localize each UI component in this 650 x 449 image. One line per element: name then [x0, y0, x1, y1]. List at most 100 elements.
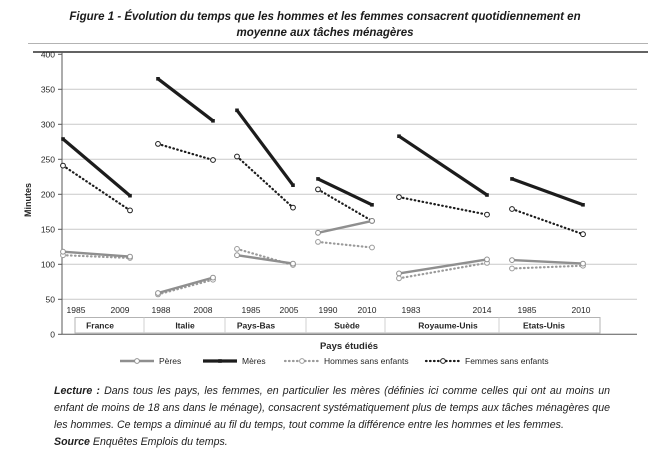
- series-marker-hommes_sans_enfants: [396, 275, 402, 282]
- y-tick-label: 100: [41, 259, 55, 269]
- series-marker-meres: [581, 203, 585, 207]
- series-marker-hommes_sans_enfants: [369, 244, 375, 251]
- year-label: 2008: [194, 305, 213, 315]
- series-marker-meres: [316, 177, 320, 181]
- series-line-peres-0: [62, 250, 131, 258]
- legend-label-peres: Pères: [159, 356, 181, 366]
- series-line-meres-4: [398, 134, 488, 197]
- series-marker-femmes_sans_enfants: [290, 204, 296, 211]
- country-label: Pays-Bas: [237, 321, 276, 331]
- series-marker-peres: [234, 252, 240, 259]
- series-marker-femmes_sans_enfants: [210, 157, 216, 163]
- series-marker-femmes_sans_enfants: [60, 162, 66, 169]
- series-marker-femmes_sans_enfants: [315, 186, 321, 193]
- year-label: 1988: [152, 305, 171, 315]
- series-marker-meres: [291, 183, 295, 187]
- series-line-hommes_sans_enfants-0: [61, 254, 132, 260]
- country-label: Royaume-Unis: [418, 321, 478, 331]
- series-marker-peres: [315, 229, 321, 236]
- series-marker-meres: [128, 193, 132, 198]
- year-label: 1985: [518, 305, 537, 315]
- year-label: 2010: [572, 305, 591, 315]
- figure-title-line2: moyenne aux tâches ménagères: [236, 27, 414, 39]
- series-marker-peres: [509, 257, 515, 264]
- lecture-text: Dans tous les pays, les femmes, en parti…: [54, 385, 610, 432]
- series-marker-femmes_sans_enfants: [509, 206, 515, 212]
- series-line-femmes_sans_enfants-5: [510, 207, 585, 236]
- source-text: Enquêtes Emplois du temps.: [92, 436, 228, 449]
- series-marker-meres: [397, 134, 401, 138]
- series-marker-femmes_sans_enfants: [396, 194, 402, 201]
- y-axis-title: Minutes: [23, 183, 33, 217]
- series-marker-hommes_sans_enfants: [509, 265, 515, 272]
- series-line-meres-3: [317, 177, 373, 207]
- figure-title: Figure 1 - Évolution du temps que les ho…: [0, 9, 650, 41]
- series-line-meres-2: [235, 109, 295, 187]
- year-label: 2010: [358, 305, 377, 315]
- series-line-femmes_sans_enfants-0: [61, 164, 132, 212]
- year-label: 2014: [473, 305, 492, 315]
- series-line-meres-5: [511, 177, 584, 207]
- series-marker-peres: [127, 253, 133, 260]
- y-tick-label: 0: [50, 329, 55, 339]
- series-marker-hommes_sans_enfants: [315, 239, 321, 245]
- legend-label-meres: Mères: [242, 356, 266, 366]
- legend-marker-meres: [218, 359, 222, 363]
- series-line-femmes_sans_enfants-1: [156, 142, 215, 162]
- series-line-peres-5: [511, 258, 584, 265]
- country-label: Etats-Unis: [523, 321, 565, 331]
- series-line-peres-4: [398, 258, 488, 275]
- series-line-femmes_sans_enfants-2: [235, 155, 295, 209]
- series-line-peres-1: [157, 276, 214, 295]
- series-marker-peres: [155, 290, 161, 296]
- series-marker-meres: [235, 108, 239, 113]
- series-line-peres-3: [317, 219, 373, 234]
- series-line-hommes_sans_enfants-3: [316, 240, 374, 249]
- series-line-meres-1: [157, 77, 214, 123]
- series-marker-hommes_sans_enfants: [234, 246, 240, 252]
- series-marker-meres: [61, 137, 65, 141]
- source-label: Source: [54, 436, 90, 449]
- year-label: 1985: [242, 305, 261, 315]
- series-marker-peres: [290, 260, 296, 267]
- series-line-hommes_sans_enfants-5: [510, 264, 585, 270]
- series-marker-peres: [484, 256, 490, 263]
- series-marker-peres: [396, 270, 402, 277]
- series-line-hommes_sans_enfants-1: [156, 278, 215, 296]
- y-tick-label: 250: [41, 154, 55, 164]
- figure-title-line1: Figure 1 - Évolution du temps que les ho…: [69, 11, 581, 23]
- y-tick-label: 50: [46, 294, 56, 304]
- series-marker-femmes_sans_enfants: [580, 231, 586, 238]
- y-tick-label: 300: [41, 119, 55, 129]
- year-label: 1985: [67, 305, 86, 315]
- x-axis-title: Pays étudiés: [320, 341, 378, 352]
- series-marker-meres: [156, 77, 160, 81]
- legend-marker-femmes_sans_enfants: [440, 358, 446, 364]
- country-band: [74, 317, 601, 334]
- y-tick-label: 150: [41, 224, 55, 234]
- series-marker-meres: [485, 193, 489, 197]
- country-label: France: [86, 321, 114, 331]
- reading-notes: Lecture : Dans tous les pays, les femmes…: [54, 383, 610, 449]
- line-chart: 0 50 100 150 200 250 300 350 400 Minutes 1985 2009 1…: [23, 43, 648, 366]
- legend-marker-peres: [134, 358, 140, 364]
- country-label: Suède: [334, 321, 360, 331]
- series-line-hommes_sans_enfants-4: [397, 261, 489, 280]
- series-marker-femmes_sans_enfants: [234, 153, 240, 160]
- series-line-femmes_sans_enfants-4: [397, 196, 489, 216]
- series-marker-peres: [60, 248, 66, 255]
- legend-label-hommes_sans_enfants: Hommes sans enfants: [324, 356, 409, 366]
- legend-label-femmes_sans_enfants: Femmes sans enfants: [465, 356, 549, 366]
- series-marker-femmes_sans_enfants: [127, 207, 133, 214]
- series-marker-femmes_sans_enfants: [155, 141, 161, 147]
- series-marker-meres: [510, 177, 514, 181]
- series-marker-meres: [211, 119, 215, 123]
- series-marker-peres: [369, 218, 375, 224]
- series-line-meres-0: [61, 137, 132, 197]
- series-marker-peres: [580, 260, 586, 267]
- y-tick-label: 350: [41, 84, 55, 94]
- legend-marker-hommes_sans_enfants: [299, 358, 305, 364]
- year-label: 1983: [402, 305, 421, 315]
- year-label: 2009: [111, 305, 130, 315]
- series-marker-meres: [370, 203, 374, 207]
